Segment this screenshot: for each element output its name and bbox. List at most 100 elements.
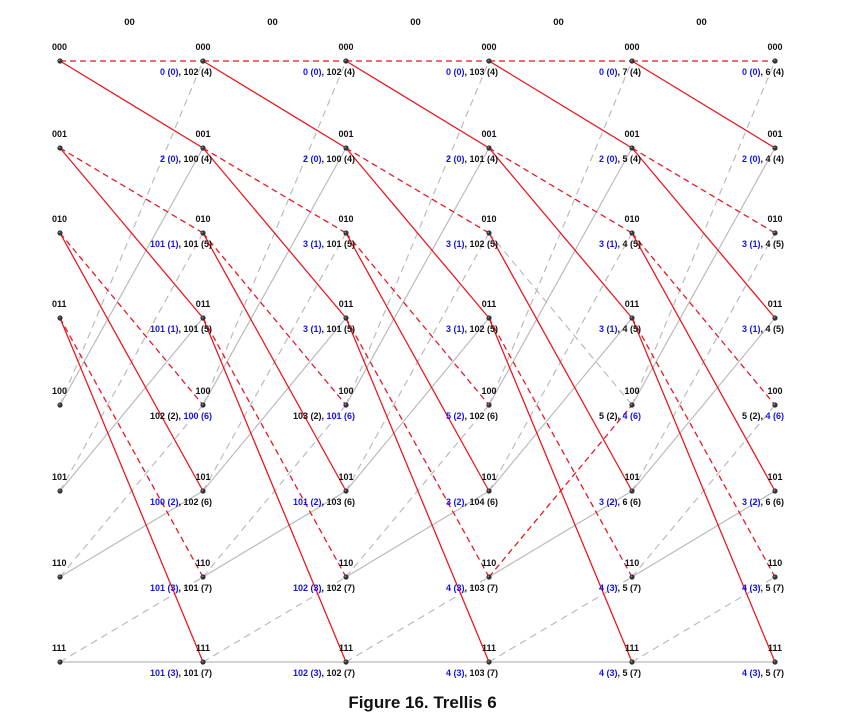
path-metric-label: 0 (0), 102 (4) — [303, 67, 355, 77]
state-label: 101 — [52, 472, 67, 482]
state-label: 010 — [624, 214, 639, 224]
alternate-metric: , 102 (7) — [321, 583, 355, 593]
state-label: 001 — [338, 129, 353, 139]
survivor-branch — [59, 60, 204, 149]
state-node-highlight — [773, 59, 776, 62]
state-node-highlight — [344, 59, 347, 62]
state-label: 100 — [481, 386, 496, 396]
survivor-metric: 2 (0) — [446, 154, 465, 164]
alternate-metric: , 101 (7) — [178, 668, 212, 678]
state-node-highlight — [773, 403, 776, 406]
state-label: 011 — [52, 299, 67, 309]
path-metric-label: 3 (1), 4 (5) — [742, 239, 784, 249]
state-label: 011 — [339, 299, 354, 309]
state-label: 111 — [196, 643, 210, 653]
alternate-metric: , 7 (4) — [617, 67, 641, 77]
alternate-metric: , 102 (6) — [464, 411, 498, 421]
survivor-branch — [488, 317, 633, 578]
survivor-metric: 102 (3) — [293, 668, 322, 678]
alternate-metric: , 102 (4) — [178, 67, 212, 77]
survivor-metric: 0 (0) — [303, 67, 322, 77]
state-node-highlight — [487, 489, 490, 492]
survivor-branch — [202, 60, 347, 149]
alternate-metric: , 104 (6) — [464, 497, 498, 507]
survivor-metric: 101 (3) — [150, 583, 179, 593]
survivor-metric: 4 (3) — [446, 583, 465, 593]
survivor-branch — [202, 232, 347, 492]
path-metric-label: 3 (2), 104 (6) — [446, 497, 498, 507]
state-label: 100 — [195, 386, 210, 396]
survivor-metric: 0 (0) — [599, 67, 618, 77]
state-label: 000 — [338, 42, 353, 52]
path-metric-label: 100 (2), 102 (6) — [150, 497, 212, 507]
discarded-branch — [202, 490, 347, 578]
alternate-metric: , 103 (4) — [464, 67, 498, 77]
path-metric-label: 102 (3), 102 (7) — [293, 583, 355, 593]
state-label: 110 — [339, 558, 354, 568]
state-node-highlight — [344, 316, 347, 319]
path-metric-label: 101 (1), 101 (5) — [150, 239, 212, 249]
state-label: 111 — [482, 643, 496, 653]
state-node-highlight — [630, 59, 633, 62]
path-metric-label: 3 (1), 102 (5) — [446, 239, 498, 249]
path-metric-label: 4 (3), 5 (7) — [599, 583, 641, 593]
path-metric-label: 101 (2), 103 (6) — [293, 497, 355, 507]
state-node-highlight — [201, 403, 204, 406]
path-metric-label: 3 (2), 6 (6) — [742, 497, 784, 507]
alternate-metric: , 100 (4) — [321, 154, 355, 164]
state-label: 101 — [481, 472, 496, 482]
state-label: 100 — [767, 386, 782, 396]
survivor-branch — [202, 147, 347, 234]
state-node-highlight — [630, 231, 633, 234]
survivor-metric: 101 (1) — [150, 324, 179, 334]
state-node-highlight — [58, 316, 61, 319]
state-node-highlight — [773, 575, 776, 578]
alternate-metric: , 101 (4) — [464, 154, 498, 164]
survivor-branch — [345, 60, 490, 149]
survivor-metric: 101 (1) — [150, 239, 179, 249]
state-node-highlight — [58, 575, 61, 578]
discarded-branch — [59, 576, 204, 663]
alternate-metric: 102 (2), — [150, 411, 184, 421]
path-metric-label: 5 (2), 102 (6) — [446, 411, 498, 421]
survivor-branch — [345, 147, 490, 319]
alternate-metric: , 5 (4) — [617, 154, 641, 164]
survivor-metric: 0 (0) — [446, 67, 465, 77]
path-metric-label: 3 (2), 6 (6) — [599, 497, 641, 507]
state-label: 010 — [52, 214, 67, 224]
survivor-branch — [345, 317, 490, 663]
state-label: 101 — [195, 472, 210, 482]
survivor-branch — [59, 317, 204, 663]
survivor-metric: 3 (1) — [303, 324, 322, 334]
path-metric-label: 0 (0), 103 (4) — [446, 67, 498, 77]
path-metric-label: 102 (2), 100 (6) — [150, 411, 212, 421]
survivor-branch — [631, 317, 776, 578]
state-node-highlight — [773, 146, 776, 149]
state-node-highlight — [58, 59, 61, 62]
alternate-metric: , 5 (7) — [617, 668, 641, 678]
discarded-branch — [59, 317, 204, 492]
survivor-metric: 3 (2) — [599, 497, 618, 507]
state-label: 100 — [52, 386, 67, 396]
state-node-highlight — [344, 489, 347, 492]
path-metric-label: 3 (1), 4 (5) — [599, 324, 641, 334]
survivor-metric: 3 (2) — [446, 497, 465, 507]
survivor-layer — [59, 60, 776, 663]
survivor-metric: 4 (6) — [622, 411, 641, 421]
alternate-metric: , 6 (6) — [617, 497, 641, 507]
state-label: 110 — [768, 558, 783, 568]
state-node-highlight — [201, 660, 204, 663]
state-node-highlight — [487, 146, 490, 149]
state-label: 011 — [482, 299, 497, 309]
survivor-metric: 101 (3) — [150, 668, 179, 678]
state-label: 101 — [767, 472, 782, 482]
alternate-metric: , 101 (5) — [321, 324, 355, 334]
state-node-highlight — [487, 316, 490, 319]
survivor-branch — [345, 147, 490, 234]
state-node-highlight — [630, 146, 633, 149]
survivor-metric: 3 (1) — [599, 324, 618, 334]
state-label: 110 — [625, 558, 640, 568]
survivor-metric: 5 (2) — [446, 411, 465, 421]
step-label: 00 — [124, 17, 135, 28]
state-node-highlight — [58, 231, 61, 234]
